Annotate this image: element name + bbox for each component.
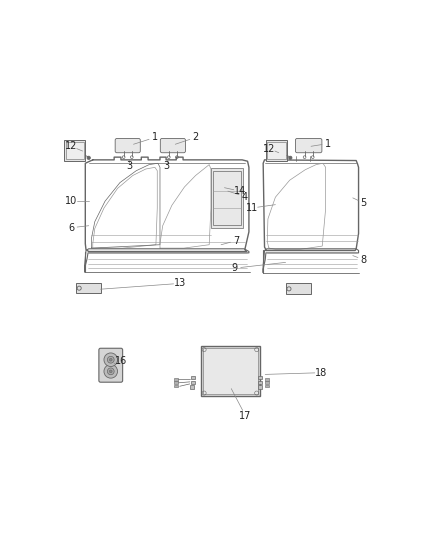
Circle shape bbox=[104, 365, 117, 378]
FancyBboxPatch shape bbox=[76, 282, 101, 293]
Circle shape bbox=[104, 353, 117, 367]
Text: 1: 1 bbox=[325, 139, 331, 149]
Text: 2: 2 bbox=[192, 133, 199, 142]
FancyBboxPatch shape bbox=[265, 385, 268, 387]
Circle shape bbox=[87, 156, 90, 159]
FancyBboxPatch shape bbox=[213, 171, 241, 225]
FancyBboxPatch shape bbox=[66, 142, 84, 159]
FancyBboxPatch shape bbox=[99, 348, 123, 382]
Circle shape bbox=[107, 357, 114, 363]
FancyBboxPatch shape bbox=[191, 376, 195, 379]
Text: 7: 7 bbox=[233, 236, 240, 246]
FancyBboxPatch shape bbox=[174, 378, 178, 381]
FancyBboxPatch shape bbox=[266, 140, 287, 160]
Text: 6: 6 bbox=[68, 223, 74, 233]
FancyBboxPatch shape bbox=[203, 348, 258, 394]
FancyBboxPatch shape bbox=[174, 385, 178, 387]
Text: 8: 8 bbox=[360, 255, 367, 265]
FancyBboxPatch shape bbox=[258, 381, 262, 384]
FancyBboxPatch shape bbox=[190, 385, 194, 389]
FancyBboxPatch shape bbox=[201, 346, 260, 397]
FancyBboxPatch shape bbox=[174, 381, 178, 384]
FancyBboxPatch shape bbox=[258, 376, 262, 379]
Text: 5: 5 bbox=[360, 198, 367, 208]
FancyBboxPatch shape bbox=[295, 139, 322, 153]
FancyBboxPatch shape bbox=[191, 381, 194, 384]
Text: 18: 18 bbox=[315, 368, 327, 378]
Circle shape bbox=[107, 368, 114, 375]
Text: 10: 10 bbox=[65, 196, 77, 206]
Text: 17: 17 bbox=[239, 411, 252, 421]
Text: 4: 4 bbox=[242, 191, 248, 201]
Text: 14: 14 bbox=[233, 186, 246, 196]
FancyBboxPatch shape bbox=[267, 142, 286, 159]
FancyBboxPatch shape bbox=[286, 284, 311, 294]
Text: 9: 9 bbox=[232, 263, 238, 273]
Text: 12: 12 bbox=[65, 141, 77, 151]
Text: 11: 11 bbox=[246, 203, 258, 213]
Text: 1: 1 bbox=[152, 133, 158, 142]
Text: 3: 3 bbox=[164, 161, 170, 171]
FancyBboxPatch shape bbox=[265, 381, 268, 384]
FancyBboxPatch shape bbox=[115, 139, 140, 153]
Circle shape bbox=[110, 370, 112, 373]
FancyBboxPatch shape bbox=[258, 385, 262, 389]
Text: 3: 3 bbox=[127, 161, 132, 171]
Text: 13: 13 bbox=[173, 278, 186, 288]
FancyBboxPatch shape bbox=[265, 378, 268, 381]
Circle shape bbox=[289, 156, 292, 159]
Text: 12: 12 bbox=[263, 144, 276, 154]
Text: 16: 16 bbox=[115, 357, 127, 367]
FancyBboxPatch shape bbox=[211, 168, 243, 228]
FancyBboxPatch shape bbox=[160, 139, 185, 153]
Circle shape bbox=[110, 358, 112, 361]
FancyBboxPatch shape bbox=[64, 140, 85, 160]
